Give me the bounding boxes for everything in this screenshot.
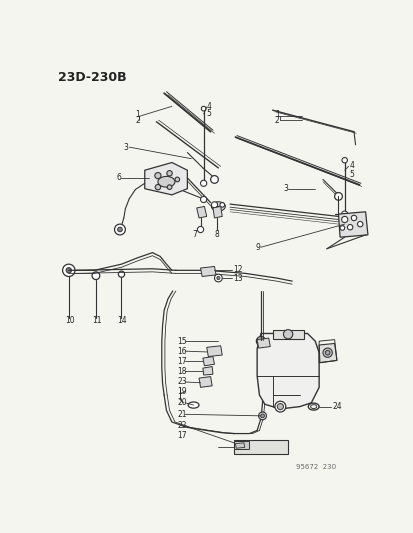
Circle shape: [341, 158, 347, 163]
Bar: [272, 329, 303, 339]
Text: 4: 4: [349, 161, 354, 170]
Polygon shape: [256, 334, 318, 409]
Text: 24: 24: [332, 402, 341, 411]
Text: 17: 17: [177, 431, 187, 440]
Circle shape: [118, 271, 124, 277]
Circle shape: [351, 215, 356, 221]
Circle shape: [322, 348, 332, 357]
Text: 23D-230B: 23D-230B: [58, 70, 126, 84]
Circle shape: [260, 414, 264, 418]
Circle shape: [216, 206, 220, 211]
Polygon shape: [196, 206, 206, 218]
Text: 14: 14: [117, 316, 127, 325]
Circle shape: [154, 173, 161, 179]
Circle shape: [200, 180, 206, 187]
Ellipse shape: [157, 176, 175, 187]
Circle shape: [167, 185, 171, 189]
Polygon shape: [256, 338, 270, 348]
Text: 15: 15: [177, 337, 187, 346]
Polygon shape: [338, 212, 367, 237]
Circle shape: [339, 225, 344, 230]
Circle shape: [200, 196, 206, 203]
Ellipse shape: [211, 202, 225, 211]
Text: 2: 2: [274, 116, 279, 125]
Circle shape: [256, 336, 265, 346]
Polygon shape: [145, 163, 187, 195]
Text: 8: 8: [214, 230, 218, 239]
Circle shape: [210, 175, 218, 183]
Text: 6: 6: [116, 173, 121, 182]
Text: 23: 23: [177, 377, 187, 386]
Polygon shape: [199, 377, 212, 387]
Text: 1: 1: [274, 109, 279, 118]
Bar: [233, 440, 287, 454]
Text: 95672  230: 95672 230: [295, 464, 335, 470]
Circle shape: [274, 401, 285, 412]
Text: 3: 3: [123, 143, 128, 151]
Circle shape: [334, 192, 342, 200]
Circle shape: [283, 329, 292, 339]
Polygon shape: [206, 346, 222, 357]
Ellipse shape: [188, 402, 199, 408]
Text: 11: 11: [92, 316, 101, 325]
Polygon shape: [200, 266, 216, 277]
Circle shape: [341, 216, 347, 223]
Text: 17: 17: [177, 357, 187, 366]
Polygon shape: [233, 441, 249, 449]
Circle shape: [92, 272, 100, 280]
Polygon shape: [212, 206, 222, 218]
Ellipse shape: [310, 405, 316, 408]
Circle shape: [347, 224, 352, 230]
Circle shape: [258, 412, 266, 419]
Text: 9: 9: [255, 243, 260, 252]
Polygon shape: [318, 343, 336, 363]
Circle shape: [62, 264, 75, 277]
Circle shape: [325, 350, 329, 355]
Text: 10: 10: [65, 316, 74, 325]
Circle shape: [211, 202, 217, 208]
Text: 4: 4: [206, 102, 211, 111]
Text: 1: 1: [135, 110, 140, 119]
Circle shape: [197, 227, 203, 232]
Text: 3: 3: [283, 184, 287, 193]
Circle shape: [201, 106, 206, 111]
Text: 21: 21: [177, 410, 186, 419]
Circle shape: [216, 277, 219, 280]
Circle shape: [155, 184, 160, 190]
Text: 20: 20: [177, 398, 187, 407]
Circle shape: [277, 403, 283, 410]
Circle shape: [219, 203, 224, 207]
Circle shape: [356, 221, 362, 227]
Text: 19: 19: [177, 387, 187, 395]
Polygon shape: [202, 357, 214, 366]
Polygon shape: [235, 443, 244, 448]
Ellipse shape: [308, 403, 318, 410]
Circle shape: [66, 268, 71, 273]
Text: 12: 12: [233, 265, 242, 274]
Text: 22: 22: [177, 422, 186, 430]
Circle shape: [175, 177, 179, 182]
Text: 18: 18: [177, 367, 186, 376]
Text: 13: 13: [233, 273, 242, 282]
Text: 5: 5: [206, 109, 211, 118]
Circle shape: [114, 224, 125, 235]
Text: 16: 16: [177, 346, 187, 356]
Circle shape: [341, 211, 347, 217]
Circle shape: [117, 227, 122, 232]
Text: 2: 2: [135, 116, 140, 125]
Text: 5: 5: [349, 169, 354, 179]
Polygon shape: [202, 367, 212, 375]
Circle shape: [166, 171, 172, 176]
Text: 7: 7: [192, 230, 197, 239]
Circle shape: [214, 274, 222, 282]
